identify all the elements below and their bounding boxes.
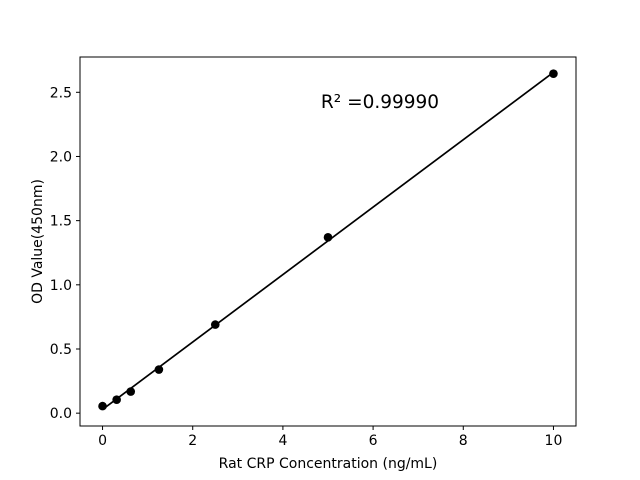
y-tick-label: 0.5 [50, 342, 72, 358]
y-tick-label: 1.5 [50, 214, 72, 230]
data-point-marker [126, 387, 136, 396]
plot-content: 0 2 4 6 8 10 0.0 0.5 1.0 1.5 2.0 2.5 [50, 69, 563, 449]
axes-box [79, 56, 577, 427]
y-tick-label: 0.0 [50, 406, 72, 422]
data-point-marker [98, 401, 107, 411]
data-point-marker [210, 320, 220, 329]
data-point-marker [323, 233, 333, 242]
x-tick-label: 6 [369, 433, 378, 449]
y-axis-label: OD Value(450nm) [30, 179, 46, 304]
y-tick-label: 1.0 [50, 278, 72, 294]
x-tick-label: 4 [278, 433, 287, 449]
x-tick-label: 2 [188, 433, 197, 449]
y-tick-label: 2.0 [50, 149, 72, 165]
x-tick-label: 8 [459, 433, 468, 449]
data-point-marker [549, 69, 558, 78]
x-tick-label: 10 [545, 433, 563, 449]
y-tick-label: 2.5 [50, 85, 72, 101]
data-point-marker [154, 365, 164, 374]
r-squared-annotation: R² =0.99990 [321, 92, 439, 113]
x-axis-label: Rat CRP Concentration (ng/mL) [219, 456, 438, 472]
x-tick-label: 0 [98, 433, 107, 449]
data-point-marker [112, 395, 121, 404]
